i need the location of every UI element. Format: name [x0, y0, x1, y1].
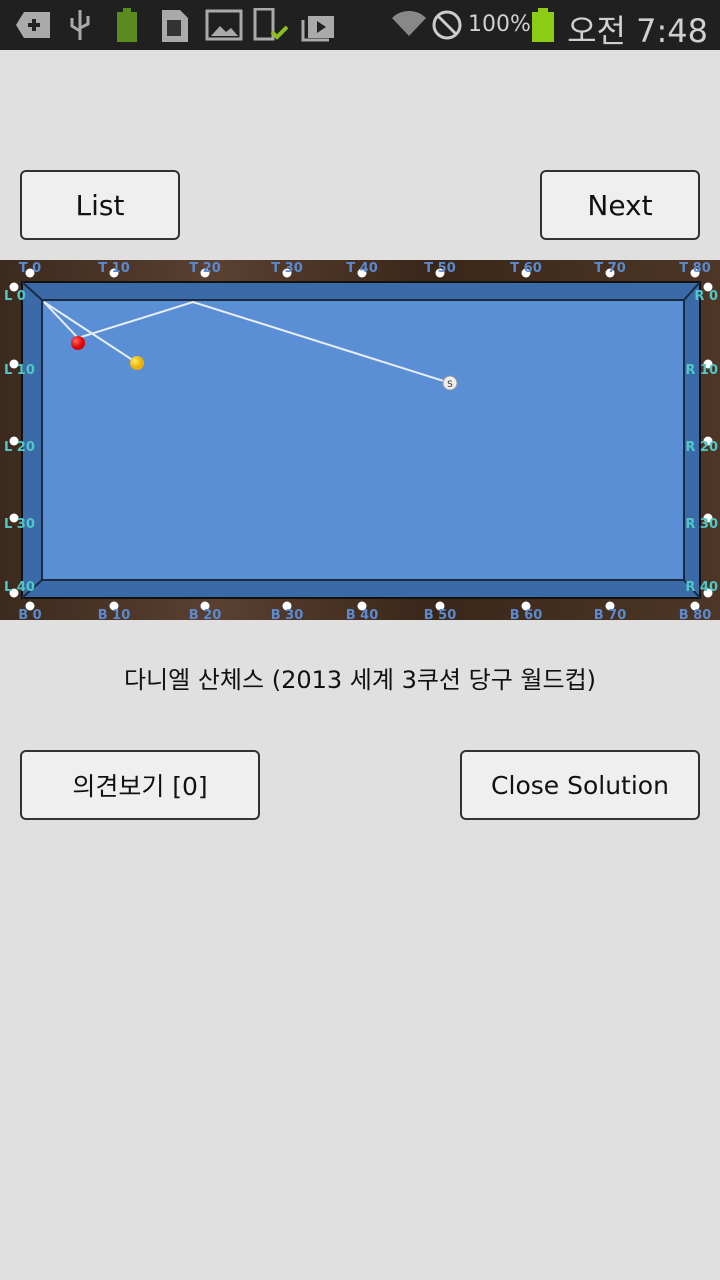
- yellow-ball: [130, 356, 144, 370]
- diamond-label: T 80: [679, 261, 710, 276]
- right-diamond: [703, 359, 713, 369]
- top-diamond: [200, 268, 210, 278]
- diamond-label: B 70: [594, 608, 627, 620]
- sd-card-icon: [162, 10, 188, 42]
- top-diamond: [357, 268, 367, 278]
- clock: 오전 7:48: [567, 12, 708, 50]
- add-icon: [16, 12, 50, 38]
- right-diamond: [703, 282, 713, 292]
- diamond-label: T 0: [19, 261, 41, 276]
- diamond-label: L 40: [4, 580, 35, 595]
- diamond-label: T 70: [594, 261, 625, 276]
- diamond-label: T 10: [98, 261, 129, 276]
- battery-icon: [532, 8, 554, 42]
- status-bar: 100% 오전 7:48: [0, 0, 720, 50]
- device-check-icon: [253, 8, 289, 41]
- right-diamond: [703, 588, 713, 598]
- bottom-diamond: [435, 601, 445, 611]
- diamond-label: T 40: [346, 261, 377, 276]
- diamond-label: L 10: [4, 363, 35, 378]
- diamond-label: L 0: [4, 289, 26, 304]
- diamond-label: B 50: [424, 608, 457, 620]
- diamond-label: R 20: [685, 440, 718, 455]
- bottom-diamond: [521, 601, 531, 611]
- blocked-icon: [432, 10, 462, 40]
- right-diamond: [703, 436, 713, 446]
- image-icon: [205, 9, 243, 41]
- diamond-label: B 0: [18, 608, 41, 620]
- left-diamond: [9, 282, 19, 292]
- bottom-diamond: [200, 601, 210, 611]
- bottom-diamond: [109, 601, 119, 611]
- bottom-diamond: [282, 601, 292, 611]
- top-diamond: [435, 268, 445, 278]
- red-ball: [71, 336, 85, 350]
- top-diamond: [25, 268, 35, 278]
- diamond-label: B 80: [679, 608, 712, 620]
- battery-icon: [117, 8, 137, 42]
- bottom-diamond: [357, 601, 367, 611]
- diamond-label: B 30: [271, 608, 304, 620]
- diamond-label: R 10: [685, 363, 718, 378]
- diamond-label: R 0: [694, 289, 718, 304]
- usb-icon: [70, 10, 90, 40]
- top-diamond: [282, 268, 292, 278]
- play-store-icon: [301, 16, 334, 42]
- battery-percent: 100%: [468, 12, 531, 37]
- diamond-label: B 20: [189, 608, 222, 620]
- left-diamond: [9, 588, 19, 598]
- list-button[interactable]: List: [20, 170, 180, 240]
- diamond-label: T 30: [271, 261, 302, 276]
- top-diamond: [605, 268, 615, 278]
- view-opinions-button[interactable]: 의견보기 [0]: [20, 750, 260, 820]
- diamond-label: L 30: [4, 517, 35, 532]
- cue-ball: [442, 375, 458, 391]
- left-diamond: [9, 436, 19, 446]
- diamond-label: B 60: [510, 608, 543, 620]
- diamond-label: T 60: [510, 261, 541, 276]
- left-diamond: [9, 513, 19, 523]
- diamond-label: T 50: [424, 261, 455, 276]
- right-diamond: [703, 513, 713, 523]
- left-diamond: [9, 359, 19, 369]
- bottom-diamond: [690, 601, 700, 611]
- diamond-label: B 40: [346, 608, 379, 620]
- diamond-label: R 30: [685, 517, 718, 532]
- wifi-icon: [392, 10, 426, 36]
- cue-ball-label: S: [447, 380, 453, 390]
- diamond-label: L 20: [4, 440, 35, 455]
- next-button[interactable]: Next: [540, 170, 700, 240]
- top-diamond: [521, 268, 531, 278]
- diamond-label: T 20: [189, 261, 220, 276]
- problem-caption: 다니엘 산체스 (2013 세계 3쿠션 당구 월드컵): [123, 666, 597, 694]
- felt: [41, 299, 685, 581]
- top-diamond: [690, 268, 700, 278]
- diamond-label: R 40: [685, 580, 718, 595]
- diamond-label: B 10: [98, 608, 131, 620]
- top-diamond: [109, 268, 119, 278]
- bottom-diamond: [605, 601, 615, 611]
- close-solution-button[interactable]: Close Solution: [460, 750, 700, 820]
- bottom-diamond: [25, 601, 35, 611]
- billiard-table: T 0 B 0 T 10 B 10 T 20 B 20 T 30 B 30 T 40 B 40 T …: [0, 260, 720, 620]
